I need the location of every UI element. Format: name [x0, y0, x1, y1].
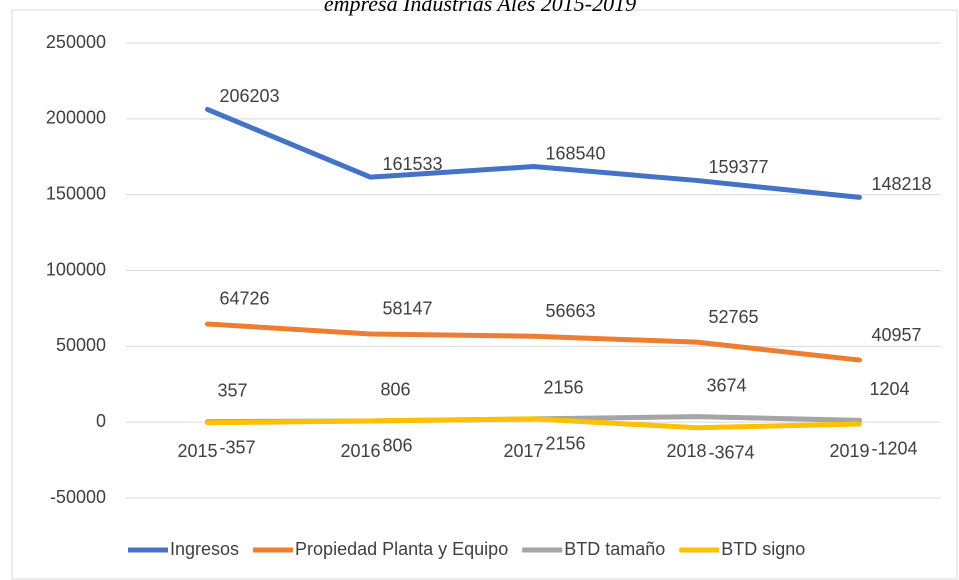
- data-label: 206203: [220, 86, 280, 106]
- data-label: 806: [383, 436, 413, 456]
- x-tick-label: 2015: [177, 441, 217, 461]
- series-line: [205, 106, 862, 200]
- y-tick-label: 0: [96, 411, 106, 431]
- data-label: 2156: [546, 434, 586, 454]
- data-label: 58147: [383, 299, 433, 319]
- x-tick-label: 2016: [340, 441, 380, 461]
- data-label: 148218: [872, 174, 932, 194]
- y-tick-label: 150000: [46, 183, 106, 203]
- y-tick-label: 100000: [46, 259, 106, 279]
- legend-label: BTD tamaño: [564, 539, 665, 559]
- data-label: -357: [220, 437, 256, 457]
- y-tick-label: -50000: [50, 487, 106, 507]
- chart-title: empresa Industrias Ales 2015-2019: [324, 0, 636, 16]
- x-tick-label: 2018: [666, 441, 706, 461]
- x-tick-label: 2019: [829, 441, 869, 461]
- y-tick-label: 200000: [46, 108, 106, 128]
- series-line: [205, 321, 862, 363]
- x-tick-label: 2017: [503, 441, 543, 461]
- data-label: 3674: [707, 375, 747, 395]
- series-line: [205, 416, 862, 431]
- data-label: 64726: [220, 289, 270, 309]
- legend-label: Propiedad Planta y Equipo: [295, 539, 508, 559]
- data-label: 52765: [709, 307, 759, 327]
- data-label: 1204: [870, 379, 910, 399]
- y-tick-label: 250000: [46, 32, 106, 52]
- data-label: -1204: [872, 439, 918, 459]
- data-label: 806: [381, 380, 411, 400]
- chart-frame: [11, 9, 958, 580]
- data-label: 159377: [709, 157, 769, 177]
- y-tick-label: 50000: [56, 335, 106, 355]
- legend-label: Ingresos: [170, 539, 239, 559]
- data-label: 56663: [546, 301, 596, 321]
- data-label: 161533: [383, 154, 443, 174]
- data-label: 357: [218, 380, 248, 400]
- legend-label: BTD signo: [721, 539, 805, 559]
- data-label: 40957: [872, 325, 922, 345]
- data-label: -3674: [709, 442, 755, 462]
- data-label: 2156: [544, 378, 584, 398]
- data-label: 168540: [546, 143, 606, 163]
